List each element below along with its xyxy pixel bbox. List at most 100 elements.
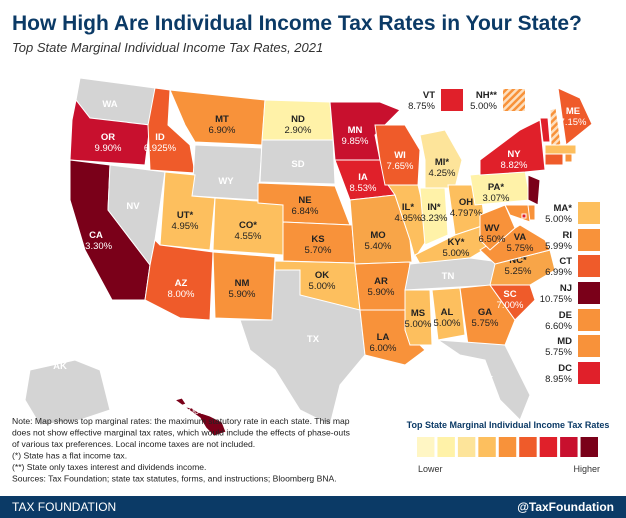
state-rate: 5.00% xyxy=(434,318,461,329)
callout-swatch xyxy=(578,309,600,331)
scale-high: Higher xyxy=(573,464,600,474)
state-label: HI xyxy=(187,395,197,406)
map: WAOR9.90%CA13.30%NVID6.925%MT6.90%WYUT*4… xyxy=(24,77,600,437)
callout-swatch xyxy=(578,335,600,357)
state-rate: 13.30% xyxy=(80,241,113,252)
callout-rate: 5.00% xyxy=(470,101,497,112)
scale-swatch xyxy=(519,437,537,457)
state-rate: 5.90% xyxy=(368,287,395,298)
state-rate: 6.00% xyxy=(370,343,397,354)
state-shape xyxy=(521,213,527,219)
scale-swatch xyxy=(498,437,517,457)
state-label: ME xyxy=(566,106,580,117)
state-label: GA xyxy=(478,307,492,318)
state-shape xyxy=(557,87,593,146)
note-line: (*) State has a flat income tax. xyxy=(12,451,127,461)
state-label: CO* xyxy=(239,220,257,231)
state-rate: 5.90% xyxy=(229,289,256,300)
callout-label: NH** xyxy=(476,90,497,101)
state-label: TX xyxy=(307,334,320,345)
state-rate: 2.90% xyxy=(285,125,312,136)
state-rate: 7.00% xyxy=(497,300,524,311)
state-label: KS xyxy=(311,234,324,245)
state-label: MT xyxy=(215,114,229,125)
state-label: IN* xyxy=(427,202,441,213)
state-rate: 3.23% xyxy=(421,213,448,224)
state-shape xyxy=(173,397,227,437)
callout-label: DE xyxy=(559,310,572,321)
state-rate: 5.40% xyxy=(365,241,392,252)
state-rate: 5.00% xyxy=(443,248,470,259)
state-shape xyxy=(69,98,151,166)
footer-handle[interactable]: @TaxFoundation xyxy=(517,500,614,514)
state-label: OR xyxy=(101,132,115,143)
state-rate: 5.00% xyxy=(405,319,432,330)
state-shape xyxy=(191,144,263,201)
scale-swatch xyxy=(560,437,578,457)
callout-swatch xyxy=(578,202,600,224)
title: How High Are Individual Income Tax Rates… xyxy=(12,12,582,35)
state-rate: 6.90% xyxy=(209,125,236,136)
state-shape xyxy=(564,153,573,163)
callout-rate: 10.75% xyxy=(540,294,573,305)
state-label: FL xyxy=(481,369,493,380)
state-label: KY* xyxy=(448,237,465,248)
callout-label: VT xyxy=(423,90,435,101)
state-label: MI* xyxy=(435,157,450,168)
state-shape xyxy=(259,139,336,185)
callout-swatch xyxy=(578,255,600,277)
state-shape xyxy=(144,238,214,321)
state-label: PA* xyxy=(488,182,504,193)
state-shape xyxy=(479,204,516,251)
state-shape xyxy=(239,269,366,426)
scale-swatch xyxy=(417,437,435,457)
scale-swatch xyxy=(539,437,558,457)
state-rate: 9.90% xyxy=(95,143,122,154)
state-rate: 9.85% xyxy=(342,136,369,147)
state-label: CA xyxy=(89,230,103,241)
state-shape xyxy=(479,119,546,176)
state-shape xyxy=(147,87,196,174)
callout-swatch xyxy=(441,89,463,111)
state-rate: 5.70% xyxy=(305,245,332,256)
callout-rate: 8.75% xyxy=(408,101,435,112)
callout-swatch xyxy=(578,282,600,304)
note-line: Sources: Tax Foundation; state tax statu… xyxy=(12,474,337,484)
state-label: NY xyxy=(507,149,521,160)
state-label: MN xyxy=(348,125,363,136)
callout-swatch xyxy=(578,229,600,251)
callout-swatch xyxy=(578,362,600,384)
state-rate: 5.25% xyxy=(505,266,532,277)
state-label: AL xyxy=(441,307,454,318)
scale xyxy=(417,437,598,457)
state-label: OH xyxy=(459,197,473,208)
state-rate: 7.65% xyxy=(387,161,414,172)
state-label: SC xyxy=(503,289,516,300)
subtitle: Top State Marginal Individual Income Tax… xyxy=(12,40,323,55)
state-shape xyxy=(24,359,111,426)
callout-label: DC xyxy=(558,363,572,374)
callout-label: CT xyxy=(559,256,572,267)
scale-swatch xyxy=(580,437,598,457)
state-shape xyxy=(169,89,266,146)
note-line: does not show effective marginal tax rat… xyxy=(12,428,350,438)
callout-label: RI xyxy=(563,230,573,241)
state-rate: 8.53% xyxy=(350,183,377,194)
state-label: VA xyxy=(514,232,527,243)
footer-brand: TAX FOUNDATION xyxy=(12,500,116,514)
scale-swatch xyxy=(457,437,476,457)
state-rate: 8.82% xyxy=(501,160,528,171)
state-rate: 4.95% xyxy=(172,221,199,232)
state-label: AK xyxy=(53,361,67,372)
state-shape xyxy=(436,339,531,421)
state-shape xyxy=(544,144,577,155)
callout-swatch xyxy=(503,89,525,111)
state-label: NV xyxy=(126,201,140,212)
state-shape xyxy=(527,174,541,206)
callout-rate: 5.75% xyxy=(545,347,572,358)
state-rate: 6.925% xyxy=(144,143,177,154)
callout-rate: 5.00% xyxy=(545,214,572,225)
scale-swatch xyxy=(437,437,455,457)
callout-rate: 6.99% xyxy=(545,267,572,278)
